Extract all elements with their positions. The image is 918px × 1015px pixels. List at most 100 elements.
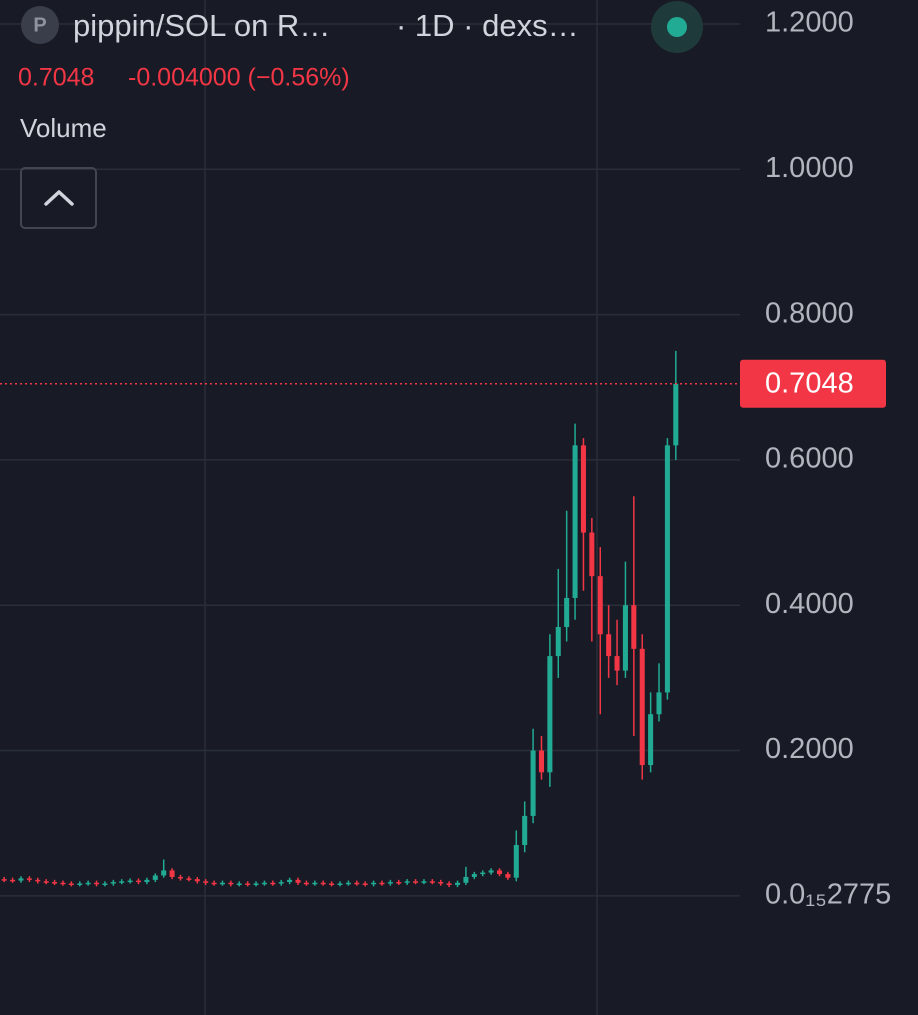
interval-source[interactable]: · 1D · dexs…: [396, 8, 579, 43]
symbol-icon-letter: P: [33, 14, 46, 36]
price-axis: 0.0₁₅2775 0.2000 0.4000 0.6000 0.8000 1.0000 1…: [740, 7, 891, 911]
candle-body: [10, 879, 16, 882]
candle-body: [379, 882, 385, 885]
candle-body: [329, 883, 335, 885]
indicator-label[interactable]: Volume: [20, 113, 107, 143]
y-tick-label: 0.6000: [765, 443, 854, 475]
candle-body: [555, 627, 561, 657]
candle-body: [413, 881, 419, 883]
candle-body: [35, 879, 41, 882]
candle-body: [245, 883, 251, 885]
candle-body: [211, 882, 217, 885]
candle-body: [161, 870, 167, 876]
candle-body: [219, 882, 225, 885]
candle-body: [152, 875, 158, 880]
y-tick-label: 0.4000: [765, 588, 854, 620]
last-price-tag: [740, 359, 886, 408]
candle-body: [177, 876, 184, 879]
candle-body: [320, 882, 326, 885]
candle-body: [572, 445, 578, 598]
candle-body: [362, 883, 368, 885]
candle-body: [1, 879, 7, 881]
last-price-tag-label: 0.7048: [765, 367, 854, 399]
candle-body: [564, 597, 570, 628]
candle-body: [631, 605, 637, 649]
candle-body: [253, 883, 259, 885]
collapse-button[interactable]: [20, 167, 97, 229]
chevron-up: [44, 190, 74, 206]
candle-body: [110, 882, 116, 884]
candle-body: [606, 634, 612, 657]
y-tick-label: 1.2000: [765, 7, 854, 39]
candle-body: [396, 882, 402, 884]
candle-body: [303, 882, 309, 885]
candle-body: [404, 881, 410, 883]
candle-body: [94, 882, 100, 885]
chart-title[interactable]: pippin/SOL on R…: [73, 8, 330, 43]
candle-body: [513, 844, 519, 878]
candle-body: [429, 881, 435, 883]
candle-body: [673, 383, 679, 446]
last-price: 0.7048: [18, 64, 94, 92]
candle-body: [18, 878, 24, 881]
candle-body: [463, 876, 469, 883]
candle-body: [43, 881, 49, 883]
candle-body: [438, 882, 444, 884]
candle-body: [194, 879, 200, 882]
candle-body: [337, 883, 343, 885]
price-change: -0.004000 (−0.56%): [128, 64, 350, 92]
candle-body: [52, 882, 58, 884]
candle-body: [77, 883, 83, 885]
status-dot: [667, 17, 687, 37]
candle-body: [68, 883, 74, 885]
candle-body: [136, 880, 142, 883]
candle-body: [614, 656, 620, 671]
candle-body: [270, 882, 276, 885]
candle-body: [371, 882, 377, 885]
candle-body: [236, 883, 242, 885]
candle-body: [387, 882, 393, 884]
candle-body: [169, 870, 175, 877]
candle-body: [488, 870, 494, 873]
candle-body: [85, 882, 91, 885]
candle-body: [547, 656, 553, 773]
y-tick-label: 1.0000: [765, 152, 854, 184]
candle-body: [580, 445, 586, 533]
candle-body: [522, 815, 528, 845]
candle-body: [354, 882, 360, 885]
candle-body: [26, 878, 32, 880]
candle-body: [421, 881, 427, 883]
candle-body: [664, 445, 670, 693]
candle-body: [622, 605, 628, 671]
candle-body: [102, 883, 108, 885]
candle-body: [186, 878, 192, 880]
candle-body: [228, 882, 234, 885]
candle-body: [471, 874, 477, 877]
y-tick-label: 0.2000: [765, 733, 854, 765]
candle-body: [538, 750, 544, 773]
candle-body: [127, 880, 133, 883]
candle-body: [203, 881, 209, 883]
candle-body: [639, 648, 645, 766]
candle-body: [278, 882, 284, 884]
candle-body: [60, 882, 66, 885]
candle-body: [480, 872, 486, 875]
candle-body: [648, 714, 654, 766]
candle-body: [345, 882, 351, 885]
candle-body: [119, 881, 125, 883]
candle-body: [144, 879, 150, 883]
candle-body: [656, 692, 662, 715]
candle-body: [312, 882, 318, 885]
y-tick-label: 0.0₁₅2775: [765, 879, 891, 911]
plot: [0, 23, 740, 897]
candle-body: [597, 576, 603, 635]
symbol-icon[interactable]: [21, 6, 59, 44]
candle-body: [505, 874, 511, 878]
candle-body: [287, 879, 293, 883]
candle-body: [589, 532, 595, 577]
candle-body: [455, 882, 461, 885]
candle-body: [496, 870, 503, 875]
candle-body: [261, 882, 267, 885]
